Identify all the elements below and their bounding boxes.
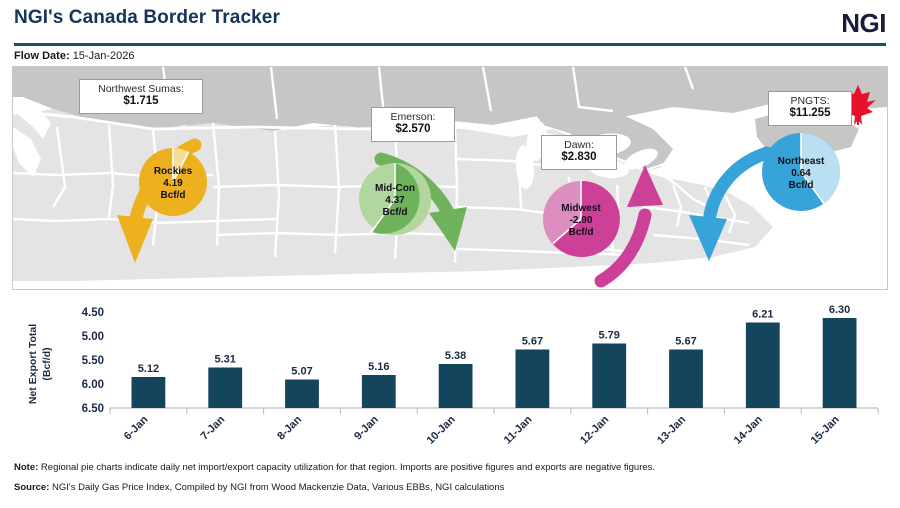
source-label: Source:: [14, 482, 50, 494]
y-tick-label: 6.50: [82, 403, 104, 415]
header-divider: [14, 43, 886, 46]
y-axis-title-line2: (Bcf/d): [41, 347, 53, 380]
bar-value: 5.31: [214, 354, 235, 366]
callout-price: $1.715: [123, 95, 159, 108]
x-tick-label: 6-Jan: [122, 413, 151, 442]
x-tick-label: 9-Jan: [352, 413, 381, 442]
bar: [285, 379, 319, 408]
arrow-midwest: [594, 165, 663, 288]
x-axis-ticks: [109, 408, 879, 414]
bar-series: [131, 318, 857, 408]
bar: [822, 318, 857, 408]
callout-price: $11.255: [789, 107, 831, 120]
bar-value: 5.07: [291, 366, 312, 378]
ngi-logo: NGI: [841, 8, 886, 38]
x-tick-label: 12-Jan: [578, 413, 611, 446]
pie-rockies: [139, 148, 207, 216]
chart-svg: 4.50 5.00 5.50 6.00 6.50 Net Export Tota…: [27, 304, 879, 447]
callout-pngts: PNGTS: $11.255: [768, 91, 852, 126]
note-line: Note: Regional pie charts indicate daily…: [14, 462, 890, 473]
bar-value: 5.16: [368, 361, 389, 373]
callout-northwest-sumas: Northwest Sumas: $1.715: [79, 79, 203, 114]
y-axis: 4.50 5.00 5.50 6.00 6.50: [82, 307, 104, 415]
callout-price: $2.830: [561, 151, 597, 164]
bar-value: 5.12: [138, 363, 159, 375]
x-tick-label: 15-Jan: [809, 413, 842, 446]
y-tick-label: 5.00: [82, 331, 104, 343]
arrow-northeast: [689, 146, 774, 261]
bar: [592, 343, 627, 408]
bar-value: 5.38: [445, 350, 466, 362]
note-label: Note:: [14, 462, 39, 473]
flow-date-value: 15-Jan-2026: [72, 50, 135, 62]
bar: [438, 364, 473, 408]
bar: [669, 349, 703, 408]
callout-name: Dawn:: [564, 139, 594, 151]
net-export-bar-chart: 4.50 5.00 5.50 6.00 6.50 Net Export Tota…: [12, 294, 888, 454]
callout-name: Emerson:: [390, 111, 436, 123]
bar: [361, 375, 396, 408]
page-header: NGI's Canada Border Tracker NGI: [0, 0, 900, 46]
page-footer: Note: Regional pie charts indicate daily…: [14, 462, 890, 503]
flow-date-label: Flow Date:: [14, 50, 70, 62]
y-tick-label: 6.00: [82, 379, 104, 391]
callout-price: $2.570: [395, 123, 431, 136]
page-title: NGI's Canada Border Tracker: [14, 7, 280, 28]
bar: [208, 367, 243, 408]
callout-dawn: Dawn: $2.830: [541, 135, 617, 170]
bar: [515, 349, 550, 408]
bar-value: 5.67: [522, 336, 543, 348]
bar: [745, 322, 780, 408]
pie-northeast: [762, 132, 841, 211]
x-tick-label: 13-Jan: [655, 413, 688, 446]
callout-name: Northwest Sumas:: [98, 83, 184, 95]
y-tick-label: 4.50: [82, 307, 104, 319]
x-tick-label: 14-Jan: [732, 413, 765, 446]
note-text: Regional pie charts indicate daily net i…: [40, 462, 656, 473]
bar-value-labels: 5.12 5.31 5.07 5.16 5.38 5.67 5.79 5.67 …: [138, 304, 851, 378]
pie-midwest: [543, 180, 620, 257]
x-tick-label: 8-Jan: [275, 413, 304, 442]
callout-name: PNGTS:: [790, 95, 830, 107]
x-tick-label: 10-Jan: [425, 413, 458, 446]
flow-date: Flow Date: 15-Jan-2026: [14, 50, 134, 62]
x-tick-label: 7-Jan: [199, 413, 228, 442]
y-axis-title: Net Export Total (Bcf/d): [27, 324, 53, 404]
x-axis-labels: 6-Jan 7-Jan 8-Jan 9-Jan 10-Jan 11-Jan 12…: [122, 413, 842, 446]
bar-value: 5.67: [675, 336, 696, 348]
x-tick-label: 11-Jan: [502, 413, 535, 446]
map-panel: Northwest Sumas: $1.715 Emerson: $2.570 …: [12, 66, 888, 290]
callout-emerson: Emerson: $2.570: [371, 107, 455, 142]
bar-value: 5.79: [598, 330, 619, 342]
y-tick-label: 5.50: [82, 355, 104, 367]
source-line: Source: NGI's Daily Gas Price Index, Com…: [14, 482, 890, 493]
bar: [131, 377, 166, 408]
pie-midcon: [359, 163, 431, 235]
bar-value: 6.21: [752, 309, 773, 321]
source-text: NGI's Daily Gas Price Index, Compiled by…: [52, 482, 505, 494]
bar-value: 6.30: [829, 304, 850, 316]
y-axis-title-line1: Net Export Total: [27, 324, 39, 404]
